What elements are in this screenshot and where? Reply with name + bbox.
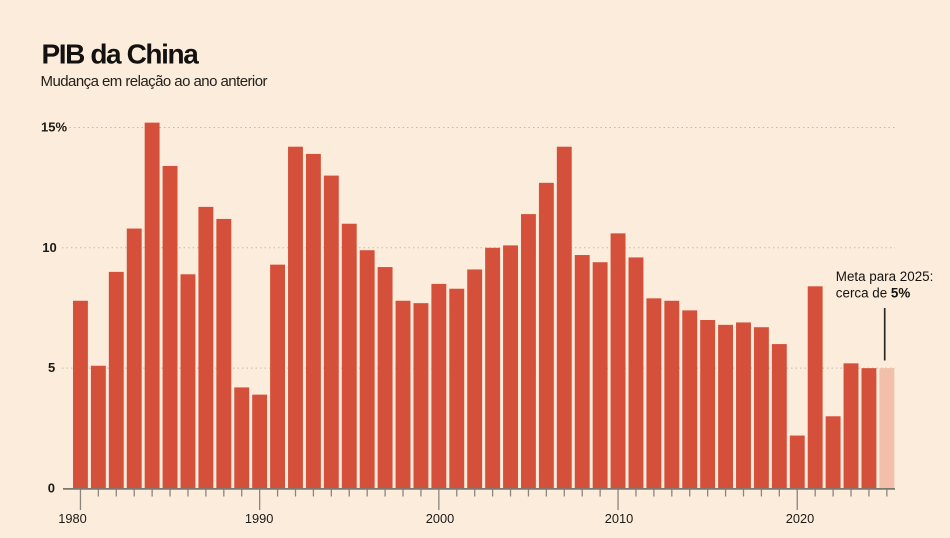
svg-text:2000: 2000 [426, 511, 454, 526]
svg-text:1990: 1990 [245, 511, 273, 526]
svg-text:1980: 1980 [58, 511, 86, 526]
svg-text:PIB da China: PIB da China [42, 39, 200, 70]
svg-text:0: 0 [48, 481, 55, 496]
svg-text:2020: 2020 [786, 511, 814, 526]
svg-text:15%: 15% [41, 120, 67, 135]
svg-text:10: 10 [42, 240, 56, 255]
svg-text:Mudança em relação ao ano ante: Mudança em relação ao ano anterior [41, 73, 268, 90]
svg-text:5: 5 [48, 360, 55, 375]
svg-text:Meta para 2025:: Meta para 2025: [836, 269, 934, 284]
svg-text:2010: 2010 [605, 511, 633, 526]
svg-text:cerca de 5%: cerca de 5% [836, 286, 911, 301]
